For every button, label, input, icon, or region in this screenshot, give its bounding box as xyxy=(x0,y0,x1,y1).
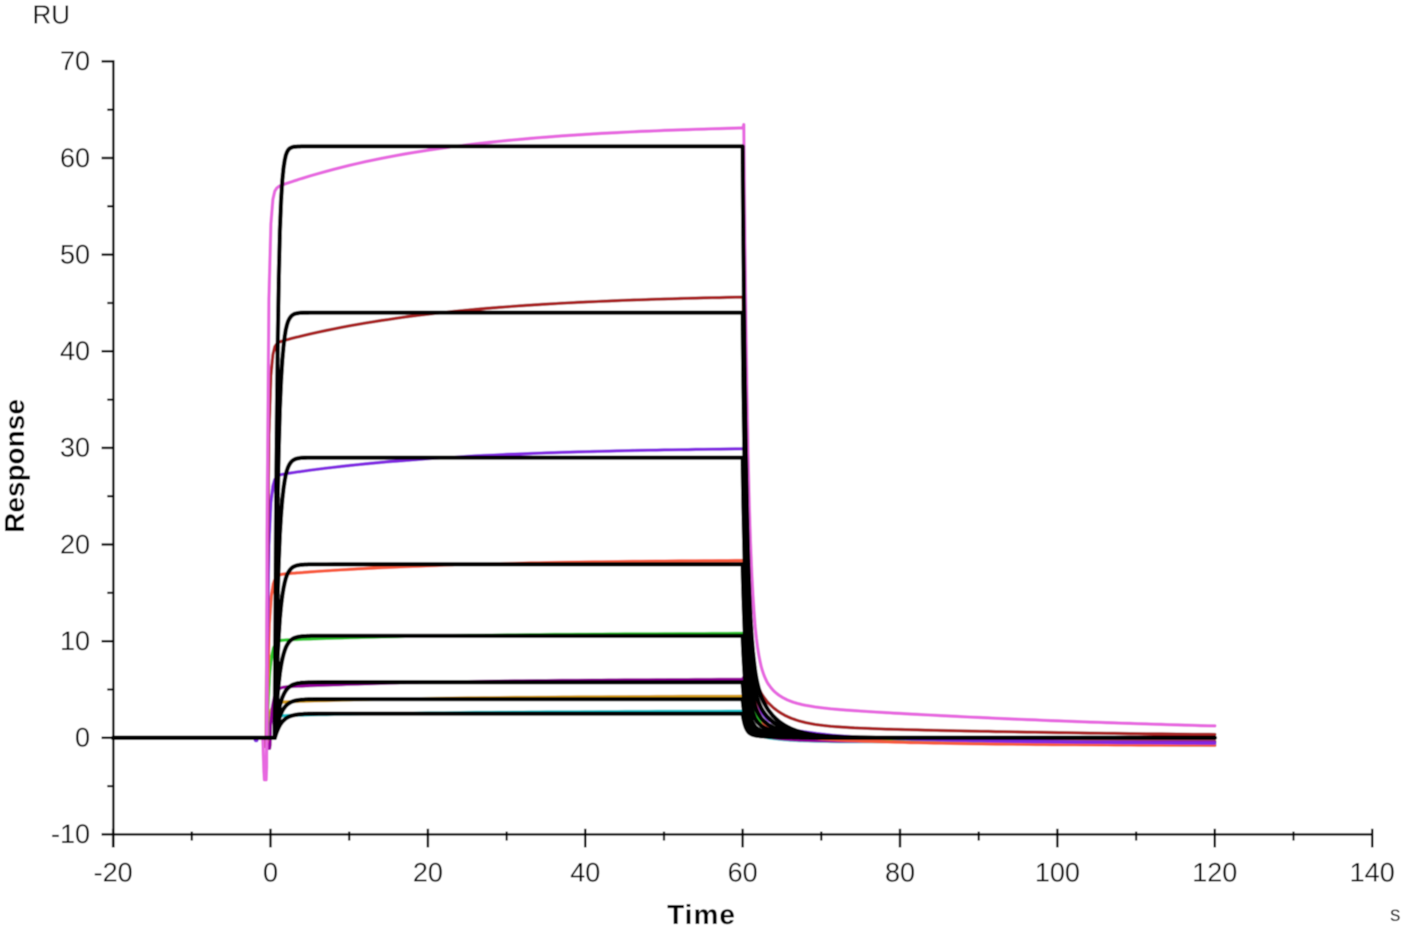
svg-text:60: 60 xyxy=(60,143,90,173)
svg-text:Response: Response xyxy=(0,399,30,533)
svg-text:80: 80 xyxy=(885,858,915,888)
svg-text:Time: Time xyxy=(667,899,736,930)
svg-text:100: 100 xyxy=(1035,858,1080,888)
svg-text:70: 70 xyxy=(60,46,90,76)
svg-text:40: 40 xyxy=(60,336,90,366)
svg-text:40: 40 xyxy=(570,858,600,888)
svg-text:140: 140 xyxy=(1350,858,1395,888)
svg-text:120: 120 xyxy=(1192,858,1237,888)
svg-text:50: 50 xyxy=(60,239,90,269)
svg-text:0: 0 xyxy=(75,723,90,753)
svg-text:20: 20 xyxy=(60,529,90,559)
svg-text:-20: -20 xyxy=(94,858,133,888)
svg-text:20: 20 xyxy=(413,858,443,888)
svg-text:10: 10 xyxy=(60,626,90,656)
svg-text:s: s xyxy=(1390,903,1401,926)
svg-text:60: 60 xyxy=(728,858,758,888)
svg-text:RU: RU xyxy=(33,0,71,30)
svg-text:30: 30 xyxy=(60,433,90,463)
svg-text:0: 0 xyxy=(263,858,278,888)
svg-text:-10: -10 xyxy=(51,819,90,849)
